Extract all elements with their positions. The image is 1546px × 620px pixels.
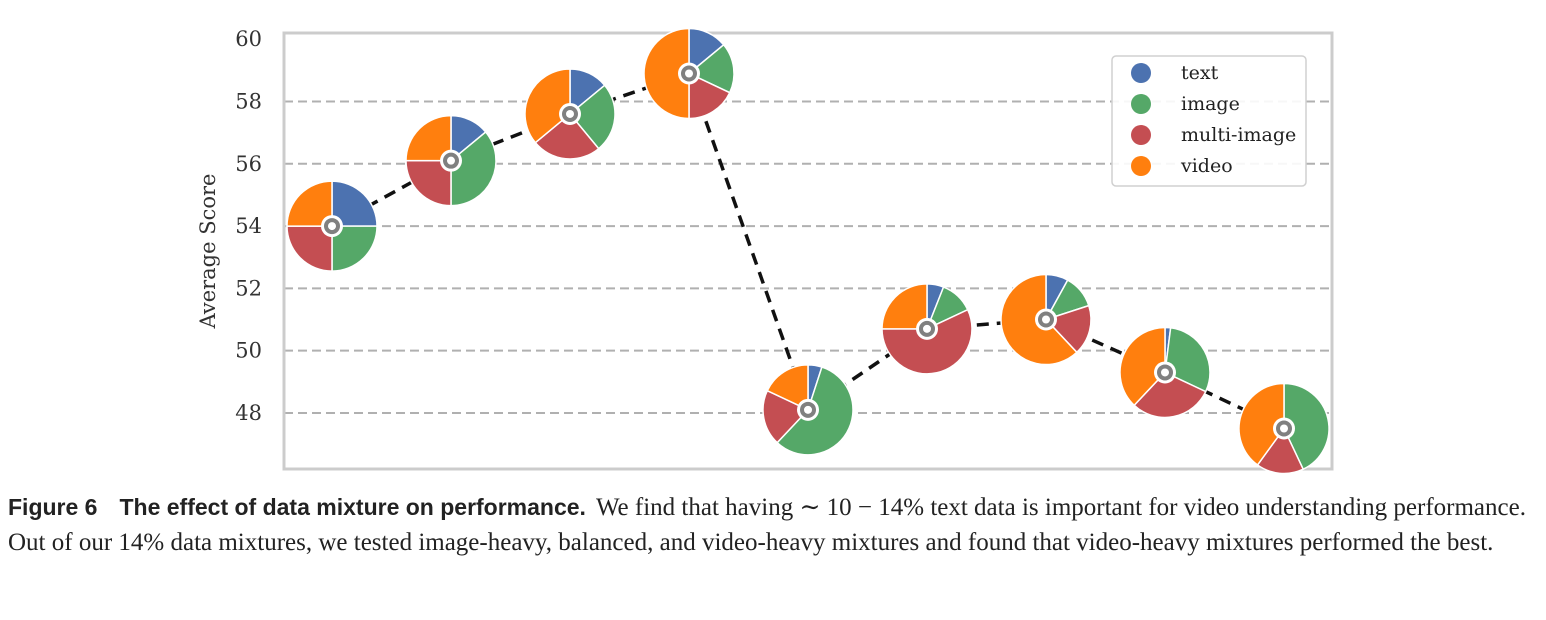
center-marker-dot [923,324,931,333]
pie-marker [643,27,735,120]
y-tick-label: 48 [235,401,262,425]
pie-marker [524,68,616,160]
figure-title: The effect of data mixture on performanc… [119,494,586,520]
pie-slice-image [450,130,497,207]
pie-marker [1238,382,1330,475]
pie-slice-video [524,68,571,144]
pie-marker [1119,326,1211,419]
pie-marker [881,283,973,375]
legend-marker-video [1131,156,1151,176]
pie-slice-image [1164,326,1211,393]
caption-text: We find that having ∼ 10 − 14% text data… [8,494,1526,556]
chart: 48 50 52 54 56 58 60 Average Score text image mu… [196,27,1334,475]
y-tick-label: 58 [235,90,262,114]
pie-slice-image [687,43,735,94]
pie-slice-video [766,364,809,412]
center-marker-dot [1042,315,1050,324]
legend: text image multi-image video [1111,55,1307,187]
legend-frame [1111,55,1307,187]
legend-marker-multi-image [1131,125,1151,145]
pie-slice-multi-image [762,389,810,444]
center-marker-dot [1280,424,1288,433]
pie-slice-video [881,283,928,330]
center-marker-dot [447,156,455,165]
pie-slice-multi-image [534,112,600,160]
legend-label-image: image [1181,93,1240,115]
pie-slice-multi-image [286,225,333,272]
center-marker-dot [804,405,812,414]
pie-markers [286,27,1330,475]
pie-marker [405,114,497,207]
pie-slice-text [331,180,378,227]
y-tick-label: 52 [235,276,262,300]
pie-marker [1000,273,1092,366]
pie-slice-video [643,27,690,120]
legend-marker-image [1131,94,1151,114]
legend-marker-text [1131,63,1151,83]
figure-number: Figure 6 [8,494,98,520]
y-tick-label: 56 [235,152,262,176]
pie-slice-video [286,180,333,227]
y-tick-label: 50 [235,339,262,363]
legend-label-multi-image: multi-image [1181,124,1296,146]
legend-label-text: text [1181,62,1219,84]
pie-slice-video [1119,326,1166,407]
pie-slice-multi-image [1133,371,1207,419]
pie-slice-video [1238,382,1285,466]
legend-label-video: video [1180,155,1233,177]
pie-slice-multi-image [881,308,973,375]
pie-slice-multi-image [405,159,452,207]
pie-slice-multi-image [688,72,731,120]
center-marker-dot [685,69,693,78]
pie-slice-image [1283,382,1330,471]
plot-frame [282,31,1334,471]
y-axis-ticks: 48 50 52 54 56 58 60 [235,27,262,425]
pie-slice-image [331,225,378,272]
center-marker-dot [1161,368,1169,377]
pie-slice-video [405,114,452,162]
center-marker-dot [328,222,336,231]
center-marker-dot [566,109,574,118]
y-tick-label: 60 [235,27,262,51]
pie-slice-multi-image [1256,427,1305,475]
y-tick-label: 54 [235,214,262,238]
pie-marker [762,364,854,456]
pie-slice-image [568,84,616,150]
pie-slice-multi-image [1044,304,1092,354]
figure-caption: Figure 6 The effect of data mixture on pe… [8,490,1538,560]
pie-marker [286,180,378,272]
y-axis-label: Average Score [196,174,220,330]
